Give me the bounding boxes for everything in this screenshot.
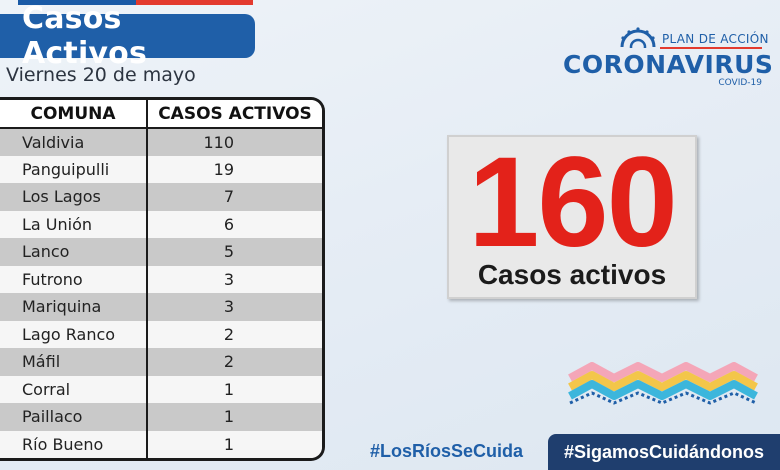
- date-subtitle: Viernes 20 de mayo: [6, 64, 196, 86]
- casos-cell: 5: [147, 238, 322, 266]
- casos-cell: 19: [147, 155, 322, 183]
- table-row: Paillaco 1: [0, 403, 322, 431]
- flag-stripe: [18, 0, 253, 5]
- logo-underline: [660, 47, 762, 49]
- table-row: Río Bueno 1: [0, 430, 322, 458]
- table-row: Lanco 5: [0, 238, 322, 266]
- table-row: Valdivia 110: [0, 128, 322, 156]
- table-row: Lago Ranco 2: [0, 320, 322, 348]
- coronavirus-logo: PLAN DE ACCIÓN CORONAVIRUS COVID-19: [560, 26, 774, 90]
- hashtag-sigamos: #SigamosCuidándonos: [563, 441, 765, 462]
- table-row: Panguipulli 19: [0, 155, 322, 183]
- comuna-cell: Paillaco: [0, 403, 148, 431]
- cases-table: COMUNA CASOS ACTIVOS Valdivia 110 Panguip…: [0, 97, 325, 461]
- comuna-cell: Valdivia: [0, 128, 148, 156]
- total-cases-label: Casos activos: [477, 259, 667, 290]
- comuna-cell: Los Lagos: [0, 183, 148, 211]
- comuna-cell: La Unión: [0, 210, 148, 238]
- table-header-row: COMUNA CASOS ACTIVOS: [0, 100, 322, 129]
- casos-cell: 6: [147, 210, 322, 238]
- los-rios-region-icon: [568, 362, 758, 405]
- casos-cell: 110: [147, 128, 322, 156]
- casos-cell: 2: [147, 348, 322, 376]
- total-cases-box: 160 Casos activos: [447, 131, 697, 299]
- coronavirus-logo-icon: [620, 27, 656, 48]
- casos-cell: 2: [147, 320, 322, 348]
- column-header-comuna: COMUNA: [0, 100, 148, 129]
- table-row: La Unión 6: [0, 210, 322, 238]
- comuna-cell: Futrono: [0, 265, 148, 293]
- comuna-cell: Máfil: [0, 348, 148, 376]
- comuna-cell: Río Bueno: [0, 430, 148, 458]
- total-cases-number: 160: [468, 131, 678, 274]
- comuna-cell: Lago Ranco: [0, 320, 148, 348]
- logo-title: CORONAVIRUS: [563, 50, 774, 79]
- table-row: Corral 1: [0, 375, 322, 403]
- table-row: Mariquina 3: [0, 293, 322, 321]
- table-row: Máfil 2: [0, 348, 322, 376]
- casos-cell: 1: [147, 430, 322, 458]
- logo-subtitle: COVID-19: [718, 78, 762, 88]
- casos-cell: 1: [147, 403, 322, 431]
- casos-cell: 3: [147, 265, 322, 293]
- casos-cell: 7: [147, 183, 322, 211]
- table-row: Los Lagos 7: [0, 183, 322, 211]
- page-title: Casos Activos: [22, 1, 148, 71]
- table-row: Futrono 3: [0, 265, 322, 293]
- column-header-casos: CASOS ACTIVOS: [147, 100, 322, 129]
- casos-cell: 1: [147, 375, 322, 403]
- comuna-cell: Panguipulli: [0, 155, 148, 183]
- hashtag-los-rios: #LosRíosSeCuida: [370, 441, 524, 461]
- casos-cell: 3: [147, 293, 322, 321]
- logo-plan-text: PLAN DE ACCIÓN: [662, 32, 769, 46]
- comuna-cell: Lanco: [0, 238, 148, 266]
- title-banner: Casos Activos: [0, 1, 255, 71]
- comuna-cell: Corral: [0, 375, 148, 403]
- hashtag-banner: #SigamosCuidándonos: [548, 434, 780, 470]
- comuna-cell: Mariquina: [0, 293, 148, 321]
